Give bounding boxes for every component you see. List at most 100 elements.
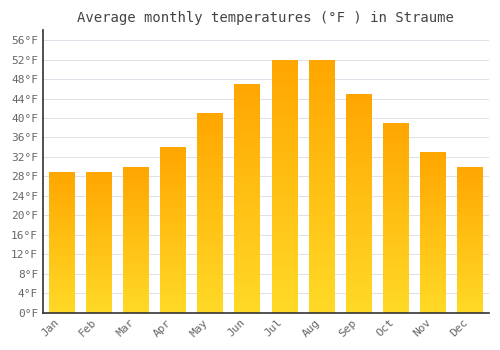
Bar: [48, 239, 74, 241]
Bar: [48, 238, 74, 239]
Bar: [420, 179, 446, 181]
Bar: [308, 290, 334, 292]
Bar: [234, 132, 260, 134]
Bar: [346, 168, 372, 170]
Bar: [383, 218, 409, 220]
Bar: [48, 267, 74, 269]
Bar: [86, 180, 112, 181]
Bar: [308, 204, 334, 206]
Bar: [160, 260, 186, 261]
Bar: [458, 238, 483, 240]
Bar: [272, 65, 297, 67]
Bar: [458, 208, 483, 209]
Bar: [86, 246, 112, 248]
Bar: [346, 297, 372, 300]
Bar: [383, 197, 409, 199]
Bar: [308, 125, 334, 128]
Bar: [48, 296, 74, 297]
Bar: [272, 146, 297, 148]
Bar: [123, 184, 149, 186]
Bar: [346, 310, 372, 313]
Bar: [48, 292, 74, 293]
Bar: [160, 218, 186, 220]
Bar: [86, 293, 112, 294]
Bar: [86, 229, 112, 231]
Bar: [458, 180, 483, 181]
Bar: [197, 304, 223, 307]
Bar: [197, 287, 223, 289]
Bar: [272, 305, 297, 308]
Bar: [420, 229, 446, 231]
Bar: [86, 232, 112, 233]
Bar: [86, 308, 112, 310]
Bar: [346, 232, 372, 234]
Bar: [458, 243, 483, 244]
Bar: [383, 161, 409, 163]
Bar: [383, 301, 409, 303]
Bar: [272, 77, 297, 80]
Bar: [458, 273, 483, 275]
Bar: [234, 230, 260, 233]
Bar: [383, 271, 409, 273]
Bar: [160, 250, 186, 251]
Bar: [234, 283, 260, 285]
Bar: [346, 131, 372, 133]
Bar: [383, 195, 409, 197]
Bar: [197, 183, 223, 185]
Bar: [420, 244, 446, 245]
Bar: [48, 300, 74, 301]
Bar: [346, 262, 372, 265]
Bar: [272, 277, 297, 280]
Bar: [308, 161, 334, 163]
Bar: [197, 237, 223, 239]
Bar: [308, 214, 334, 217]
Bar: [48, 229, 74, 231]
Bar: [86, 215, 112, 217]
Bar: [48, 245, 74, 246]
Bar: [160, 261, 186, 263]
Bar: [160, 197, 186, 198]
Bar: [48, 262, 74, 263]
Bar: [420, 160, 446, 162]
Bar: [48, 293, 74, 294]
Bar: [197, 195, 223, 197]
Bar: [458, 193, 483, 194]
Bar: [123, 171, 149, 173]
Bar: [160, 232, 186, 233]
Bar: [346, 118, 372, 120]
Bar: [123, 301, 149, 302]
Bar: [308, 95, 334, 98]
Bar: [272, 270, 297, 272]
Bar: [272, 239, 297, 242]
Bar: [458, 304, 483, 305]
Bar: [197, 141, 223, 143]
Bar: [86, 292, 112, 293]
Bar: [86, 225, 112, 226]
Bar: [420, 268, 446, 269]
Bar: [123, 210, 149, 212]
Bar: [160, 174, 186, 175]
Bar: [383, 220, 409, 222]
Bar: [160, 184, 186, 185]
Bar: [197, 267, 223, 269]
Bar: [160, 166, 186, 167]
Bar: [420, 189, 446, 191]
Bar: [234, 178, 260, 180]
Bar: [272, 133, 297, 135]
Bar: [160, 217, 186, 218]
Bar: [420, 226, 446, 228]
Bar: [123, 282, 149, 284]
Bar: [48, 294, 74, 296]
Bar: [86, 221, 112, 222]
Bar: [197, 271, 223, 273]
Bar: [383, 298, 409, 299]
Bar: [308, 242, 334, 244]
Bar: [458, 167, 483, 168]
Bar: [234, 123, 260, 125]
Bar: [458, 259, 483, 260]
Bar: [123, 178, 149, 180]
Bar: [123, 215, 149, 216]
Bar: [458, 222, 483, 224]
Bar: [420, 237, 446, 239]
Bar: [383, 252, 409, 254]
